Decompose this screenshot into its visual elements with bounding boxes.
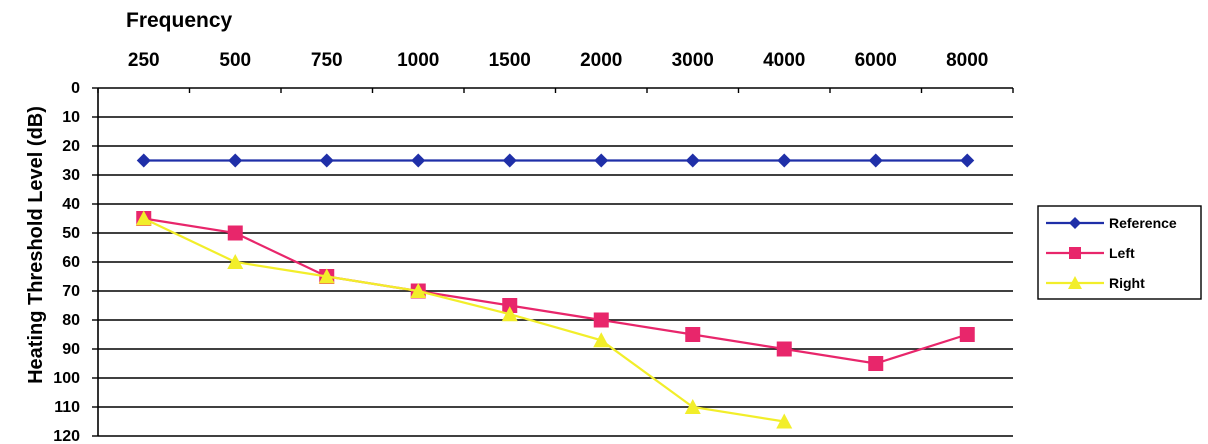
point-left-500 [227, 225, 243, 241]
y-tick-label-120: 120 [53, 428, 80, 444]
y-tick-label-30: 30 [62, 167, 80, 184]
y-tick-label-20: 20 [62, 138, 80, 155]
legend-marker-left [1069, 247, 1081, 259]
point-right-2000 [593, 332, 610, 348]
point-reference-4000 [777, 153, 792, 168]
y-tick-label-0: 0 [71, 80, 80, 97]
x-tick-label-750: 750 [311, 50, 343, 71]
point-right-1000 [410, 283, 427, 298]
x-tick-label-6000: 6000 [855, 50, 897, 71]
legend-label-left: Left [1109, 245, 1135, 261]
x-tick-label-3000: 3000 [672, 50, 714, 71]
legend-item-reference: Reference [1046, 215, 1177, 231]
point-left-4000 [776, 341, 792, 357]
legend-marker-reference [1069, 217, 1081, 229]
legend-item-left: Left [1046, 245, 1135, 261]
point-reference-3000 [685, 153, 700, 168]
point-left-6000 [868, 356, 884, 371]
series-right [135, 210, 793, 429]
y-tick-label-80: 80 [62, 312, 80, 329]
x-tick-label-500: 500 [219, 50, 251, 71]
point-left-3000 [685, 327, 701, 342]
y-tick-label-50: 50 [62, 225, 80, 242]
point-right-500 [227, 254, 244, 269]
y-tick-label-40: 40 [62, 196, 80, 213]
legend-marker-right [1068, 276, 1082, 289]
y-tick-label-60: 60 [62, 254, 80, 271]
y-axis-title: Heating Threshold Level (dB) [25, 106, 47, 384]
x-tick-label-4000: 4000 [763, 50, 805, 71]
series-line-left [143, 217, 968, 365]
legend-item-right: Right [1046, 275, 1145, 291]
x-tick-label-1000: 1000 [397, 50, 439, 71]
series-layer [135, 153, 975, 429]
point-left-2000 [593, 312, 609, 328]
series-reference [136, 153, 975, 168]
y-tick-label-70: 70 [62, 283, 80, 300]
y-tick-label-10: 10 [62, 109, 80, 126]
point-reference-500 [228, 153, 243, 168]
gridlines [98, 116, 1013, 437]
point-right-3000 [684, 399, 701, 414]
point-reference-6000 [868, 153, 883, 168]
series-line-right [143, 217, 785, 423]
legend-label-right: Right [1109, 275, 1145, 291]
point-reference-1000 [411, 153, 426, 168]
legend-label-reference: Reference [1109, 215, 1177, 231]
point-left-1500 [502, 298, 518, 313]
axes: 0 10 20 30 40 50 60 70 80 90 100 110 120 250 500 750 100… [53, 50, 1014, 444]
point-reference-750 [319, 153, 334, 168]
y-tick-label-100: 100 [53, 370, 80, 387]
point-reference-250 [136, 153, 151, 168]
y-tick-label-110: 110 [54, 399, 80, 416]
point-right-1500 [501, 306, 518, 322]
x-tick-label-250: 250 [128, 50, 160, 71]
point-left-8000 [959, 327, 975, 342]
y-tick-label-90: 90 [62, 341, 80, 358]
point-reference-1500 [502, 153, 517, 168]
point-reference-2000 [594, 153, 609, 168]
x-axis-title: Frequency [126, 9, 233, 32]
x-tick-label-1500: 1500 [489, 50, 531, 71]
x-tick-label-2000: 2000 [580, 50, 622, 71]
legend: Reference Left Right [1037, 205, 1202, 300]
point-right-4000 [776, 413, 793, 429]
point-right-250 [135, 210, 152, 226]
point-reference-8000 [960, 153, 975, 168]
x-tick-label-8000: 8000 [946, 50, 988, 71]
point-right-750 [318, 268, 335, 284]
